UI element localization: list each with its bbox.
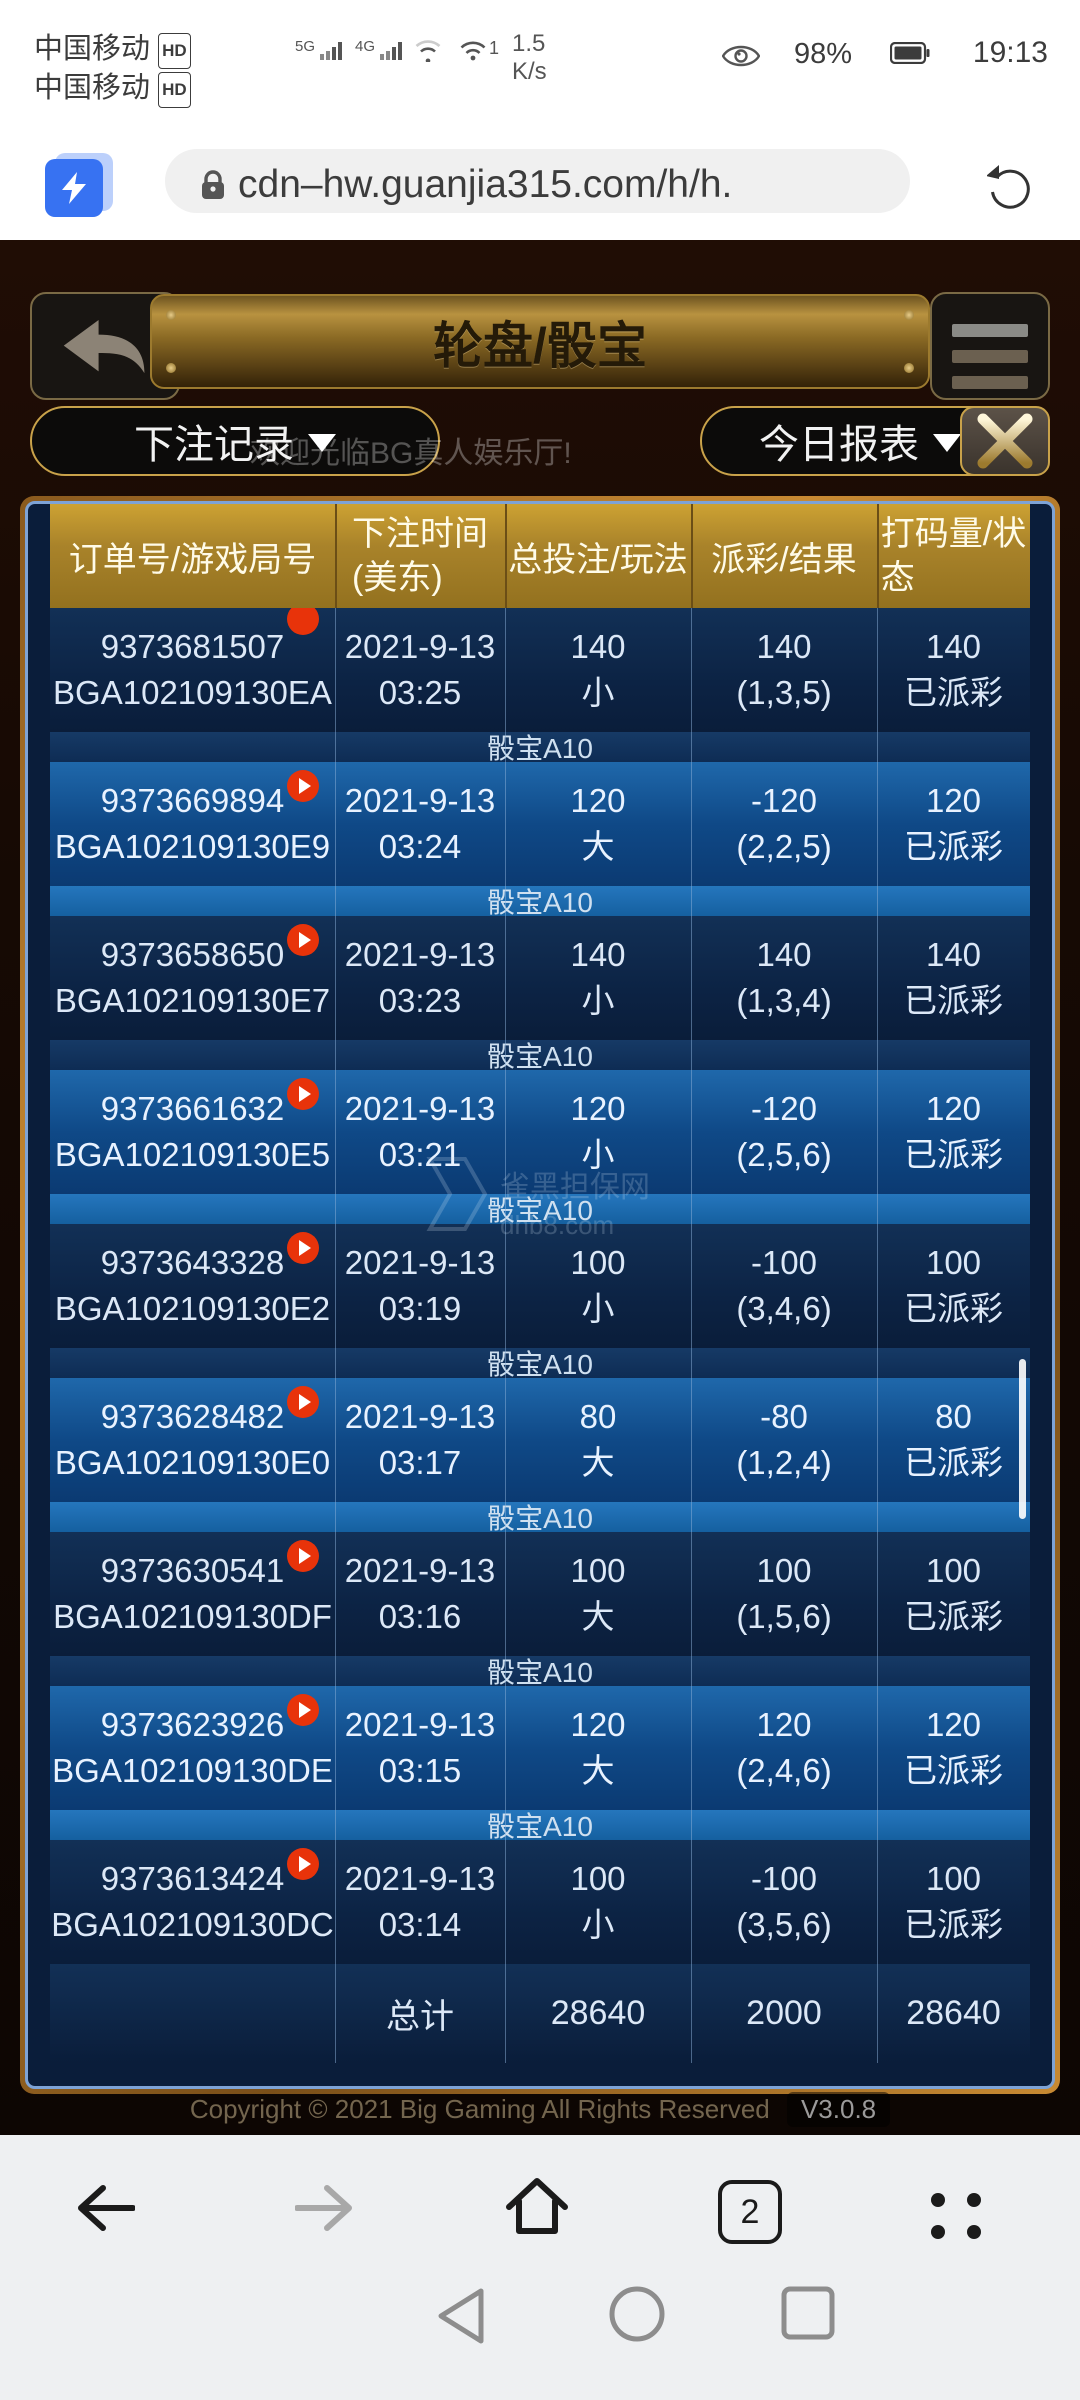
svg-text:雀黑担保网: 雀黑担保网	[500, 1171, 650, 1204]
svg-text:dhb8.com: dhb8.com	[500, 1210, 614, 1240]
